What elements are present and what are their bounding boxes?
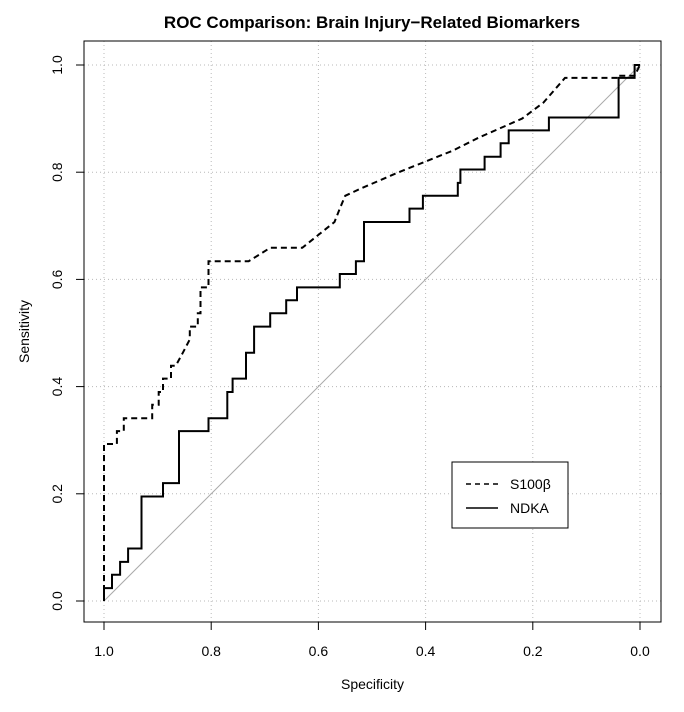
x-axis-label: Specificity <box>341 676 404 692</box>
series-layer <box>103 64 641 601</box>
y-tick-label: 0.4 <box>49 377 65 397</box>
y-tick-label: 0.6 <box>49 269 65 289</box>
y-tick-label: 0.2 <box>49 484 65 504</box>
legend-label: S100β <box>510 476 551 492</box>
x-axis: 1.0 0.8 0.6 0.4 0.2 0.0 <box>94 621 650 659</box>
y-tick-label: 0.8 <box>49 162 65 182</box>
chart-title: ROC Comparison: Brain Injury−Related Bio… <box>164 13 580 32</box>
y-tick-label: 1.0 <box>49 55 65 75</box>
series-line-ndka <box>103 64 640 601</box>
x-tick-label: 0.4 <box>416 643 436 659</box>
legend-label: NDKA <box>510 500 550 516</box>
x-tick-label: 0.8 <box>201 643 221 659</box>
y-tick-label: 0.0 <box>49 591 65 611</box>
x-tick-label: 0.6 <box>309 643 329 659</box>
x-tick-label: 1.0 <box>94 643 114 659</box>
legend: S100β NDKA <box>451 461 569 529</box>
series-line-s100 <box>103 64 641 601</box>
y-axis: 0.0 0.2 0.4 0.6 0.8 1.0 <box>49 55 85 611</box>
legend-box <box>451 461 569 529</box>
y-axis-label: Sensitivity <box>16 300 32 363</box>
x-tick-label: 0.2 <box>523 643 543 659</box>
x-tick-label: 0.0 <box>630 643 650 659</box>
reference-diagonal-line <box>103 64 641 602</box>
